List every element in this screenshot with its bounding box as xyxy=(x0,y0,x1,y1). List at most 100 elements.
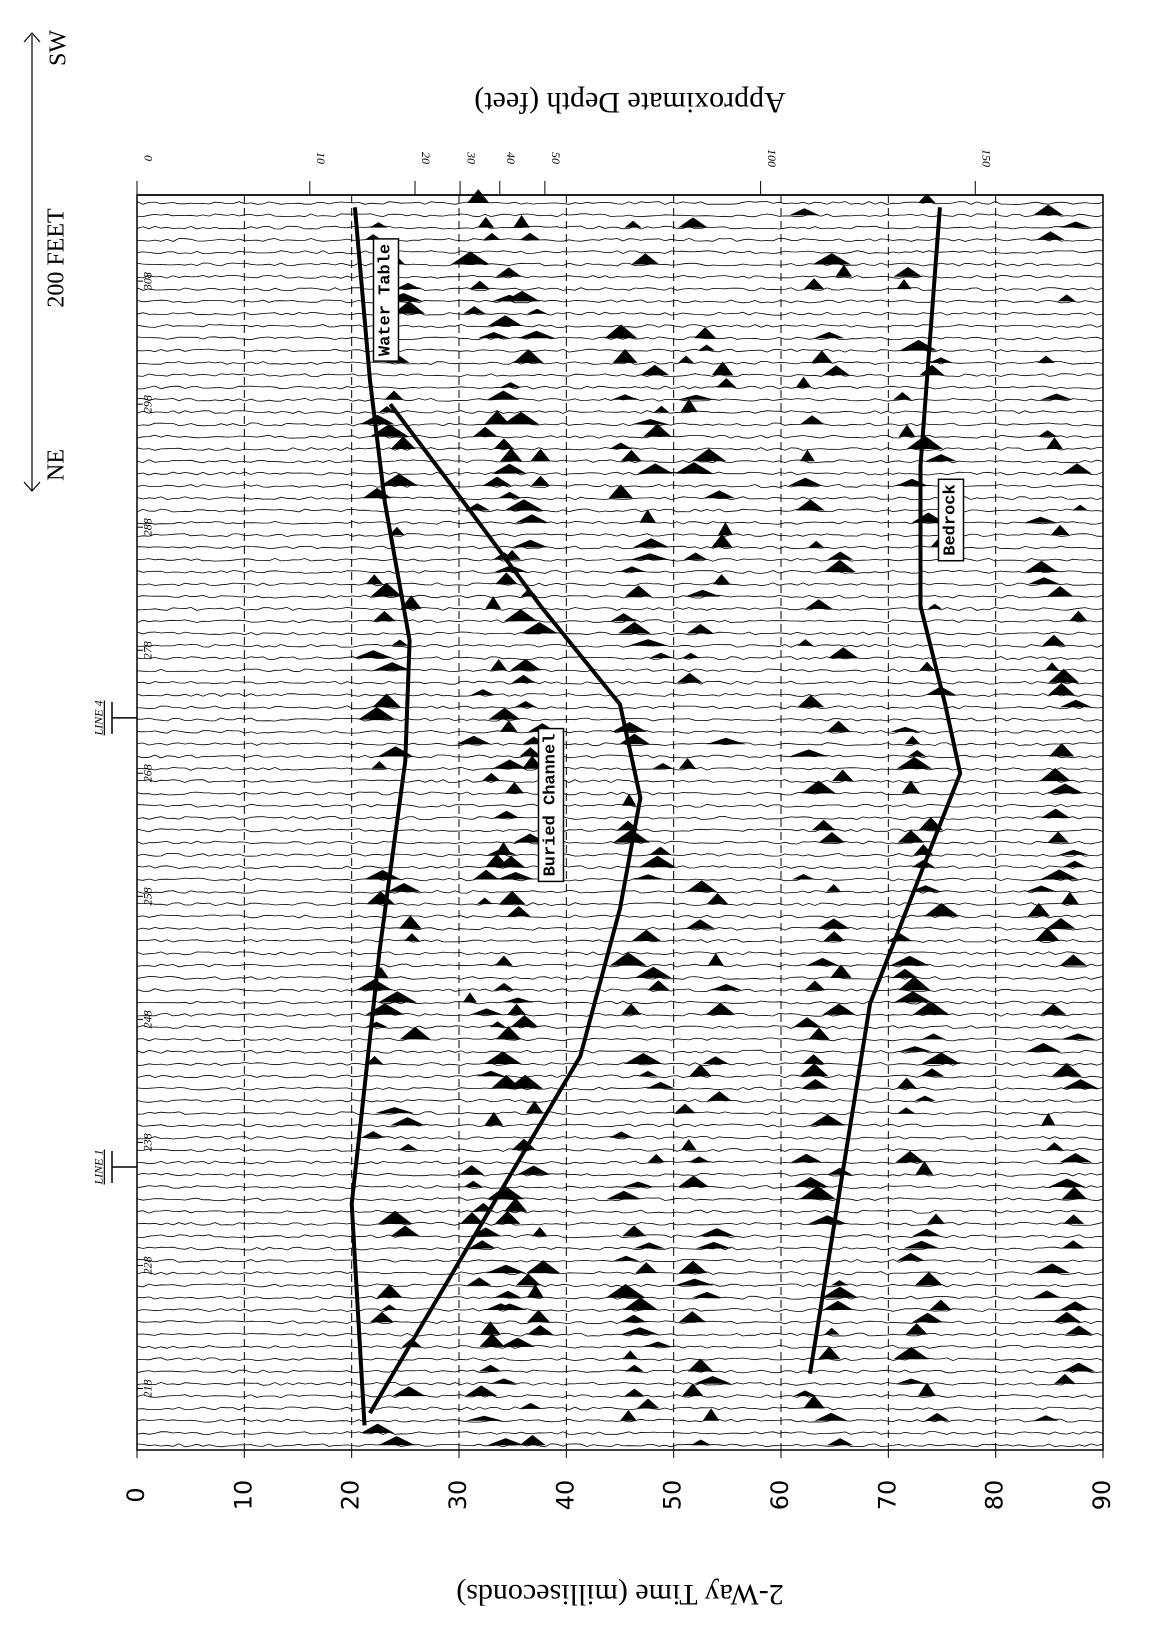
trace-wiggle xyxy=(136,606,1104,611)
trace-lobe xyxy=(515,514,549,523)
trace-wiggle xyxy=(136,963,1104,968)
trace-lobe xyxy=(467,189,490,203)
trace-lobe xyxy=(526,1325,554,1335)
trace-lobe xyxy=(1037,355,1055,363)
trace-lobe xyxy=(527,1309,551,1323)
trace-lobe xyxy=(711,361,734,376)
trace-lobe xyxy=(678,355,694,363)
trace-lobe xyxy=(689,1064,712,1077)
trace-lobe xyxy=(365,1003,405,1015)
trace-lobe xyxy=(818,1346,841,1360)
trace-lobe xyxy=(1059,954,1087,966)
x-tick-label: 40 xyxy=(551,1480,579,1511)
trace-wiggle xyxy=(136,1344,1104,1349)
trace-lobe xyxy=(927,1213,945,1224)
trace-lobe xyxy=(808,1027,830,1040)
trace-wiggle xyxy=(136,471,1104,476)
trace-lobe xyxy=(519,232,541,240)
trace-lobe xyxy=(469,280,490,290)
trace-lobe xyxy=(609,1131,634,1138)
trace-lobe xyxy=(790,1153,822,1163)
trace-lobe xyxy=(1072,504,1088,511)
trace-lobe xyxy=(620,1314,647,1323)
trace-lobe xyxy=(805,599,833,609)
trace-lobe xyxy=(610,613,637,622)
horizon xyxy=(808,207,963,1375)
trace-lobe xyxy=(504,290,540,302)
trace-lobe xyxy=(694,327,717,339)
trace-lobe xyxy=(827,1438,854,1446)
scale-label: 200 FEET xyxy=(44,208,70,308)
trace-lobe xyxy=(490,1378,518,1384)
trace-wiggle xyxy=(136,988,1104,993)
trace-wiggle xyxy=(136,447,1103,451)
trace-lobe xyxy=(1069,610,1088,622)
trace-lobe xyxy=(643,1341,673,1347)
trace-lobe xyxy=(476,1070,506,1077)
trace-lobe xyxy=(489,1021,506,1028)
trace-lobe xyxy=(495,841,512,855)
trace-lobe xyxy=(459,1165,485,1175)
trace-lobe xyxy=(485,596,502,609)
trace-lobe xyxy=(690,1439,712,1446)
trace-wiggle xyxy=(136,1258,1104,1263)
horizon xyxy=(368,402,643,1415)
trace-lobe xyxy=(479,1333,505,1347)
x-tick-label: 60 xyxy=(766,1480,794,1511)
y-tick-label: 278 xyxy=(141,641,155,659)
trace-lobe xyxy=(378,1436,416,1446)
y-tick-label: 258 xyxy=(141,887,155,905)
x2-tick-label: 50 xyxy=(549,152,563,164)
trace-lobe xyxy=(1037,430,1058,437)
trace-lobe xyxy=(384,390,404,400)
trace-lobe xyxy=(530,448,551,462)
trace-lobe xyxy=(799,1185,836,1200)
trace-wiggle xyxy=(136,951,1104,956)
trace-lobe xyxy=(1054,1373,1076,1384)
trace-lobe xyxy=(608,484,633,499)
trace-wiggle xyxy=(136,410,1104,414)
trace-lobe xyxy=(705,1002,736,1015)
trace-lobe xyxy=(800,449,815,462)
trace-lobe xyxy=(477,216,495,228)
trace-lobe xyxy=(360,414,395,425)
trace-lobe xyxy=(1057,294,1076,302)
trace-lobe xyxy=(376,1284,403,1298)
scale-arrow xyxy=(23,32,41,43)
trace-lobe xyxy=(827,1167,853,1175)
trace-lobe xyxy=(372,693,401,708)
trace-lobe xyxy=(373,662,411,671)
trace-lobe xyxy=(918,1382,936,1397)
trace-lobe xyxy=(793,1390,817,1397)
trace-lobe xyxy=(711,533,733,548)
trace-lobe xyxy=(526,1260,560,1274)
trace-lobe xyxy=(1060,1301,1091,1310)
trace-lobe xyxy=(365,574,383,585)
trace-lobe xyxy=(893,392,912,400)
trace-lobe xyxy=(492,759,528,769)
trace-lobe xyxy=(606,1190,642,1200)
trace-lobe xyxy=(496,872,535,880)
trace-wiggle xyxy=(136,1172,1104,1177)
trace-lobe xyxy=(470,1227,502,1237)
trace-lobe xyxy=(395,282,421,290)
trace-wiggle xyxy=(136,287,1104,291)
trace-lobe xyxy=(1063,1214,1085,1224)
trace-lobe xyxy=(809,1114,846,1126)
y-tick-label: 268 xyxy=(141,764,155,782)
trace-wiggle xyxy=(136,1381,1104,1386)
trace-lobe xyxy=(516,1165,551,1175)
trace-lobe xyxy=(611,394,639,400)
trace-wiggle xyxy=(136,852,1104,857)
trace-wiggle xyxy=(136,656,1104,661)
trace-lobe xyxy=(1041,1112,1056,1126)
trace-lobe xyxy=(831,1280,849,1286)
trace-lobe xyxy=(399,915,422,929)
trace-lobe xyxy=(688,1156,711,1163)
trace-lobe xyxy=(907,750,927,757)
trace-lobe xyxy=(371,761,388,769)
trace-lobe xyxy=(631,419,669,425)
trace-lobe xyxy=(702,1408,720,1421)
trace-lobe xyxy=(379,406,395,413)
trace-wiggle xyxy=(136,717,1104,722)
